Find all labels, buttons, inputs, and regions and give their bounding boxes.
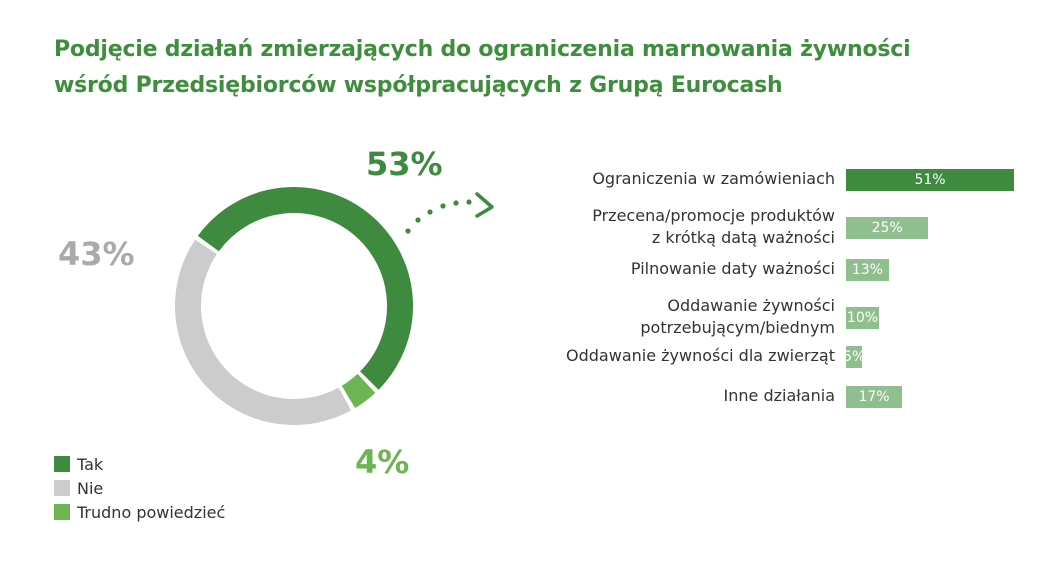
arrow-dot <box>453 200 459 206</box>
bar-inne: 17% <box>846 386 902 408</box>
chart-title-line-2: wśród Przedsiębiorców współpracujących z… <box>54 73 783 98</box>
arrow-dot <box>440 203 446 209</box>
label-nie-value: 43% <box>58 235 135 273</box>
bar-pilnowanie: 13% <box>846 259 889 281</box>
legend: Tak Nie Trudno powiedzieć <box>54 452 225 524</box>
legend-label-tak: Tak <box>77 454 104 474</box>
label-tak-value: 53% <box>366 145 443 183</box>
legend-label-nie: Nie <box>77 478 104 498</box>
bar-value-label-ograniczenia: 51% <box>914 172 946 188</box>
donut-slices <box>175 187 413 425</box>
bar-oddawanie-zwierzetom: 5% <box>843 346 866 368</box>
bar-value-label-pilnowanie: 13% <box>851 262 883 278</box>
category-label-oddawanie-potrzebujacym: Oddawanie żywności potrzebującym/biednym <box>640 296 835 337</box>
bar-value-label-oddawanie-zwierzetom: 5% <box>843 349 866 365</box>
donut-slice-nie <box>175 239 352 425</box>
donut-slice-tak <box>197 187 413 390</box>
label-nie: 43% <box>58 236 135 272</box>
label-trudno: 4% <box>355 444 409 480</box>
category-label-ograniczenia: Ograniczenia w zamówieniach <box>592 169 835 188</box>
chart-title: Podjęcie działań zmierzających do ograni… <box>54 32 954 104</box>
bar-value-label-oddawanie-potrzebujacym: 10% <box>846 310 879 326</box>
legend-label-trudno: Trudno powiedzieć <box>77 502 226 522</box>
category-label-przecena: Przecena/promocje produktów z krótką dat… <box>592 206 835 247</box>
bar-oddawanie-potrzebujacym: 10% <box>846 307 879 329</box>
bar-value-label-przecena: 25% <box>871 220 903 236</box>
category-label-pilnowanie: Pilnowanie daty ważności <box>630 259 835 278</box>
arrow-connector <box>405 192 494 234</box>
bar-value-label-inne: 17% <box>858 389 890 405</box>
legend-swatch-nie <box>54 480 70 496</box>
arrow-dot <box>405 228 411 234</box>
bar-ograniczenia: 51% <box>846 169 1014 191</box>
arrow-dot <box>466 199 472 205</box>
label-tak: 53% <box>366 146 443 182</box>
legend-item-nie: Nie <box>54 476 225 500</box>
category-label-oddawanie-zwierzetom: Oddawanie żywności dla zwierząt <box>566 346 835 365</box>
legend-swatch-tak <box>54 456 70 472</box>
bar-przecena: 25% <box>846 217 929 239</box>
legend-swatch-trudno <box>54 504 70 520</box>
donut-slice-trudno <box>341 373 376 409</box>
chart-title-line-1: Podjęcie działań zmierzających do ograni… <box>54 37 911 62</box>
legend-item-tak: Tak <box>54 452 225 476</box>
category-label-inne: Inne działania <box>723 386 835 405</box>
arrow-dot <box>415 217 421 223</box>
arrow-dot <box>427 209 433 215</box>
legend-item-trudno: Trudno powiedzieć <box>54 500 225 524</box>
arrow-head-icon <box>475 192 494 218</box>
label-trudno-value: 4% <box>355 443 410 481</box>
